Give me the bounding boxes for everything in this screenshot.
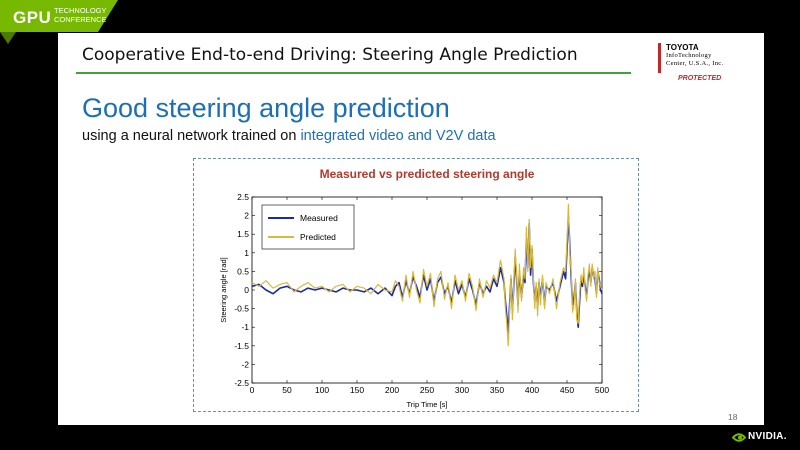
x-tick-label: 150 [350,385,364,395]
page-number: 18 [728,412,738,422]
slide: Cooperative End-to-end Driving: Steering… [58,33,764,425]
legend-box [261,204,355,250]
legend-label-predicted: Predicted [300,232,336,242]
gtc-subtitle: TECHNOLOGY CONFERENCE [54,6,107,24]
x-tick-label: 0 [250,385,255,395]
logo-name: TOYOTA [666,43,699,52]
x-tick-label: 100 [315,385,329,395]
nvidia-text: NVIDIA. [748,431,787,442]
y-tick-label: -1 [241,322,249,332]
y-tick-label: -1.5 [234,341,249,351]
x-tick-label: 350 [490,385,504,395]
slide-subtitle: using a neural network trained on integr… [82,128,496,144]
logo-line2: Center, U.S.A., Inc. [666,59,724,67]
chart-figure: Measured vs predicted steering angle 0 50 1… [193,158,639,412]
y-tick-label: 2 [244,211,249,221]
y-tick-label: 1 [244,248,249,258]
y-tick-label: -2.5 [234,378,249,388]
chart-title: Measured vs predicted steering angle [320,167,535,181]
y-tick-label: 0 [244,285,249,295]
x-tick-label: 500 [595,385,609,395]
subtitle-highlight: integrated video and V2V data [300,128,496,144]
y-tick-label: -2 [241,359,249,369]
x-tick-label: 450 [560,385,574,395]
logo-subtitle: InfoTechnology Center, U.S.A., Inc. [666,52,723,67]
logo-line1: InfoTechnology [666,52,712,59]
protected-label: PROTECTED [678,75,722,82]
slide-heading: Good steering angle prediction [82,93,450,123]
subtitle-prefix: using a neural network trained on [82,128,301,144]
series-line-predicted [251,203,603,347]
slide-title: Cooperative End-to-end Driving: Steering… [82,45,578,65]
title-rule [76,72,631,74]
y-tick-label: 0.5 [237,266,249,276]
x-tick-label: 50 [282,385,292,395]
gtc-badge-shape [0,0,118,44]
x-tick-label: 200 [385,385,399,395]
toyota-logo: TOYOTA InfoTechnology Center, U.S.A., In… [656,39,756,82]
gtc-line1: TECHNOLOGY [54,6,107,15]
gtc-badge: GPU TECHNOLOGY CONFERENCE [0,0,118,44]
x-tick-label: 300 [455,385,469,395]
x-tick-label: 400 [525,385,539,395]
y-tick-label: -0.5 [234,304,249,314]
gtc-line2: CONFERENCE [54,14,107,24]
chart-svg: Measured vs predicted steering angle 0 50 1… [219,167,609,409]
y-axis-label: Steering angle [rad] [219,257,228,322]
logo-mark-icon [658,43,661,73]
gtc-name: GPU [13,8,52,27]
y-tick-label: 1.5 [237,229,249,239]
nvidia-eye-icon [732,433,746,442]
legend-label-measured: Measured [300,213,338,223]
nvidia-logo: NVIDIA. [732,431,792,445]
x-axis-label: Trip Time [s] [407,400,448,409]
x-tick-label: 250 [420,385,434,395]
y-tick-label: 2.5 [237,192,249,202]
